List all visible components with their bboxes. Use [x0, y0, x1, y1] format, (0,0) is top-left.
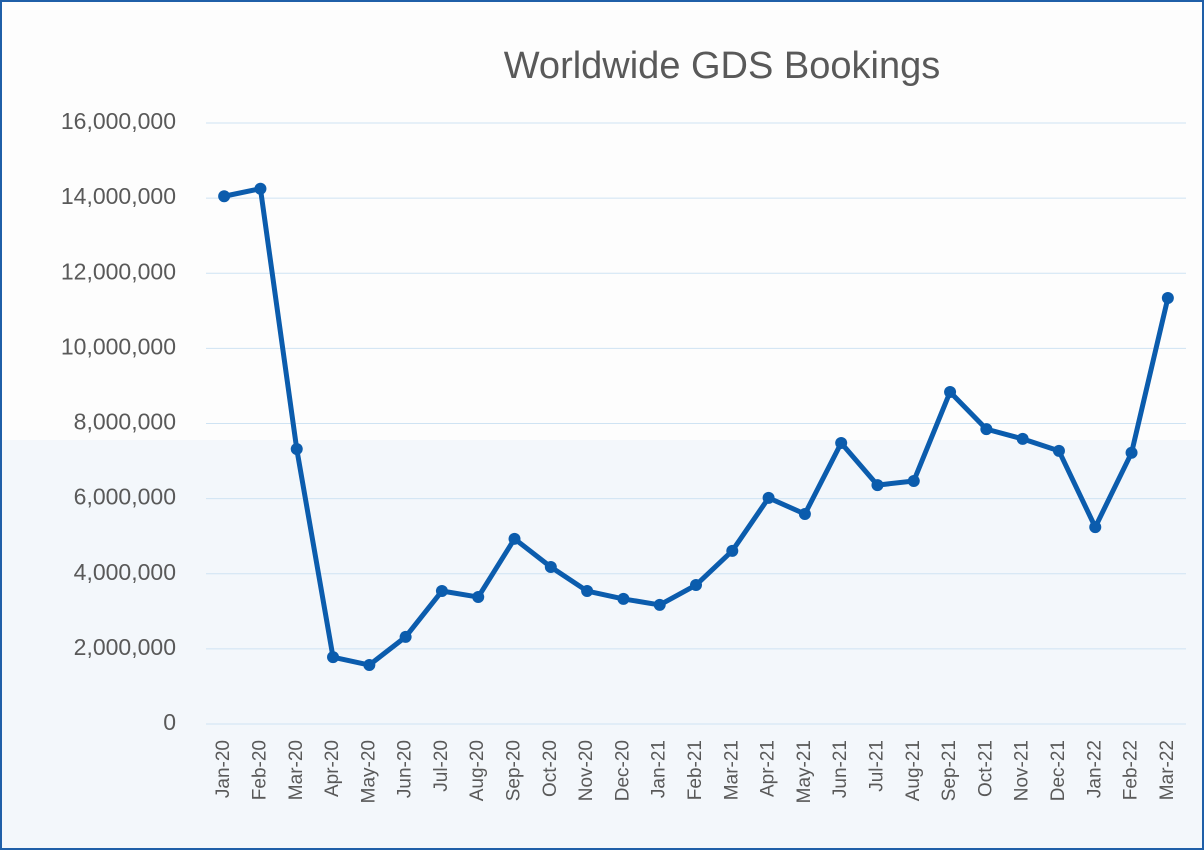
x-tick-label: Jul-21 [866, 740, 887, 792]
point [363, 659, 376, 672]
x-tick-label: May-20 [358, 740, 379, 803]
y-tick-label: 2,000,000 [74, 634, 176, 660]
point [762, 491, 775, 504]
point [290, 443, 303, 456]
point [617, 592, 630, 605]
x-tick-label: Aug-20 [467, 740, 488, 801]
x-tick-label: Sep-20 [504, 740, 525, 801]
x-tick-label: Oct-20 [540, 740, 561, 797]
x-tick-label: Oct-21 [975, 740, 996, 797]
point [1052, 444, 1065, 457]
chart-title: Worldwide GDS Bookings [504, 45, 940, 87]
y-tick-label: 0 [163, 709, 176, 735]
point [980, 423, 993, 436]
x-tick-label: Mar-20 [286, 740, 307, 800]
y-tick-label: 4,000,000 [74, 559, 176, 585]
x-tick-label: Apr-21 [758, 740, 779, 797]
point [798, 508, 811, 521]
x-tick-label: Jun-21 [830, 740, 851, 798]
y-tick-label: 16,000,000 [61, 108, 176, 134]
point [544, 560, 557, 573]
point [508, 532, 521, 545]
x-tick-label: Aug-21 [903, 740, 924, 801]
y-tick-label: 6,000,000 [74, 484, 176, 510]
x-tick-label: Mar-21 [721, 740, 742, 800]
point [1016, 432, 1029, 445]
x-tick-label: May-21 [794, 740, 815, 803]
point [835, 437, 848, 450]
x-tick-label: Jan-21 [649, 740, 670, 798]
point [218, 190, 231, 203]
x-tick-label: Feb-20 [249, 740, 270, 800]
point [1089, 521, 1102, 534]
point [871, 479, 884, 492]
point [1125, 446, 1138, 459]
point [327, 651, 340, 664]
x-tick-label: Nov-21 [1012, 740, 1033, 801]
x-tick-label: Feb-21 [685, 740, 706, 800]
point [399, 630, 412, 643]
point [435, 585, 448, 598]
point [726, 544, 739, 557]
point [944, 385, 957, 398]
point [472, 591, 485, 604]
x-tick-label: Jun-20 [395, 740, 416, 798]
x-tick-label: Mar-22 [1157, 740, 1178, 800]
point [653, 598, 666, 611]
y-tick-label: 14,000,000 [61, 183, 176, 209]
x-tick-label: Nov-20 [576, 740, 597, 801]
point [690, 579, 702, 592]
point [581, 585, 594, 598]
x-tick-label: Apr-20 [322, 740, 343, 797]
y-tick-label: 12,000,000 [61, 258, 176, 284]
y-tick-label: 8,000,000 [74, 409, 176, 435]
x-tick-label: Dec-20 [612, 740, 633, 801]
point [907, 474, 920, 487]
background [2, 440, 1202, 848]
x-tick-label: Feb-22 [1121, 740, 1142, 800]
point [1161, 292, 1174, 305]
y-tick-label: 10,000,000 [61, 333, 176, 359]
x-tick-label: Dec-21 [1048, 740, 1069, 801]
point [254, 182, 267, 195]
x-tick-label: Sep-21 [939, 740, 960, 801]
x-tick-label: Jul-20 [431, 740, 452, 792]
x-tick-label: Jan-22 [1084, 740, 1105, 798]
x-tick-label: Jan-20 [213, 740, 234, 798]
